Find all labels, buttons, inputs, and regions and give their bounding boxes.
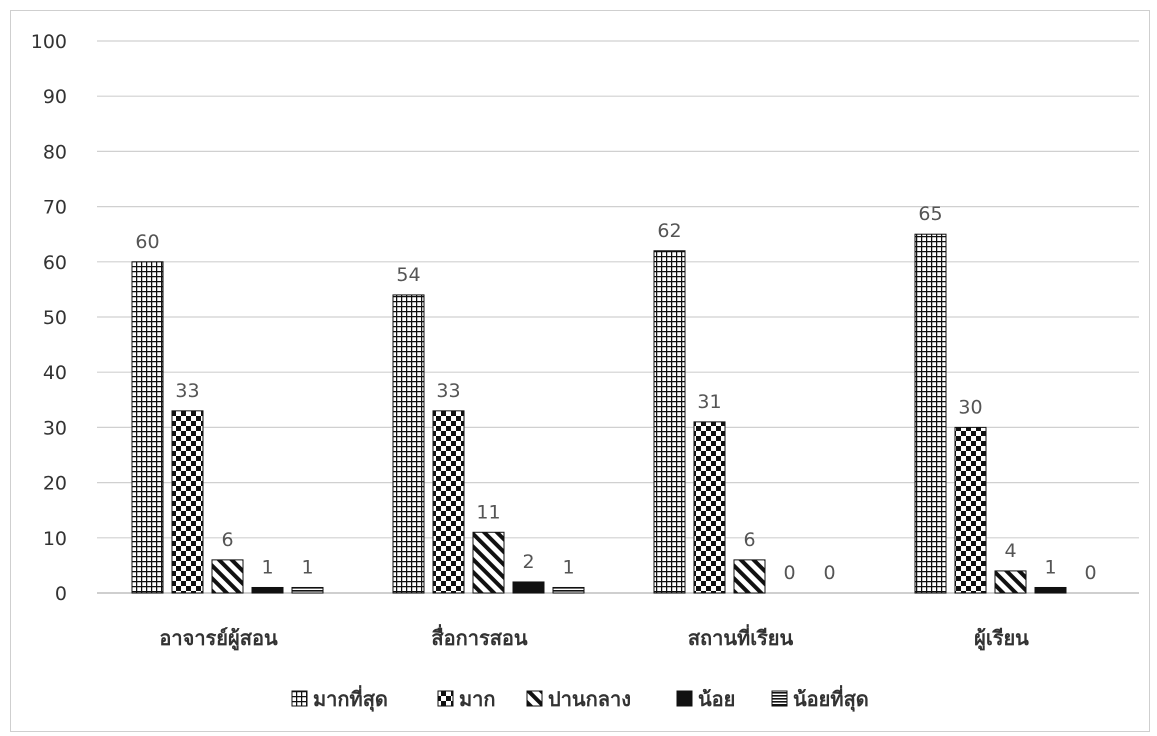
bar-checker-3	[954, 426, 987, 594]
category-label: สื่อการสอน	[431, 623, 528, 650]
y-tick-label: 70	[43, 197, 67, 219]
legend: มากที่สุด มาก ปานกลาง น้อย น้อยที่สุด	[291, 684, 869, 712]
y-tick-label: 100	[31, 31, 67, 53]
y-tick-label: 30	[43, 417, 67, 439]
data-label-2-3: 4	[1004, 540, 1016, 562]
legend-swatch	[771, 690, 788, 707]
bar-checker-1	[432, 410, 465, 594]
data-label-4-0: 1	[301, 556, 313, 578]
bar-diagonal-2	[733, 559, 766, 594]
bar-diagonal-1	[472, 531, 505, 594]
data-label-2-0: 6	[221, 529, 233, 551]
bar-grid-3	[914, 233, 947, 594]
data-label-0-2: 62	[657, 220, 681, 242]
legend-swatch	[437, 690, 454, 707]
legend-item-diagonal: ปานกลาง	[526, 687, 631, 711]
data-label-1-0: 33	[175, 380, 199, 402]
y-tick-label: 80	[43, 141, 67, 163]
data-label-4-2: 0	[823, 562, 835, 584]
data-label-4-3: 0	[1084, 562, 1096, 584]
legend-label: น้อย	[698, 687, 735, 711]
category-label: ผู้เรียน	[974, 626, 1029, 652]
bar-grid-0	[131, 261, 164, 594]
data-label-3-2: 0	[783, 562, 795, 584]
y-tick-label: 90	[43, 86, 67, 108]
legend-swatch	[526, 690, 543, 707]
data-label-3-3: 1	[1044, 556, 1056, 578]
data-label-2-2: 6	[743, 529, 755, 551]
data-label-1-3: 30	[958, 396, 982, 418]
legend-label: มาก	[459, 687, 496, 711]
x-axis: อาจารย์ผู้สอน สื่อการสอน สถานที่เรียน ผู้เร…	[159, 623, 1029, 652]
legend-swatch	[676, 690, 693, 707]
data-label-4-1: 1	[562, 556, 574, 578]
data-label-1-2: 31	[697, 391, 721, 413]
data-label-1-1: 33	[436, 380, 460, 402]
legend-item-checker: มาก	[437, 687, 496, 711]
data-label-0-0: 60	[135, 231, 159, 253]
bar-diagonal-3	[994, 570, 1027, 594]
bar-hlines-0	[291, 586, 324, 594]
y-tick-label: 10	[43, 528, 67, 550]
legend-item-solid: น้อย	[676, 687, 735, 711]
data-label-3-1: 2	[522, 551, 534, 573]
category-label: อาจารย์ผู้สอน	[159, 626, 278, 652]
data-label-2-1: 11	[476, 501, 500, 523]
bar-grid-1	[392, 294, 425, 594]
y-tick-label: 20	[43, 473, 67, 495]
y-tick-label: 40	[43, 362, 67, 384]
bar-solid-1	[512, 581, 545, 594]
bar-hlines-1	[552, 586, 585, 594]
bar-solid-0	[251, 586, 284, 594]
legend-label: ปานกลาง	[548, 687, 631, 711]
data-label-0-3: 65	[918, 203, 942, 225]
legend-swatch	[291, 690, 308, 707]
y-tick-label: 0	[55, 583, 67, 605]
legend-item-hlines: น้อยที่สุด	[771, 684, 869, 712]
legend-label: มากที่สุด	[313, 684, 388, 712]
bar-checker-2	[693, 421, 726, 594]
y-tick-label: 50	[43, 307, 67, 329]
category-label: สถานที่เรียน	[688, 623, 794, 650]
legend-label: น้อยที่สุด	[793, 684, 869, 712]
chart-frame: 0 10 20 30 40 50 60 70 80 90 100 60 33 6 1 1 54 33 11 2 1 62…	[10, 10, 1150, 732]
bar-grid-2	[653, 250, 686, 594]
bar-diagonal-0	[211, 559, 244, 594]
bars	[131, 233, 1067, 594]
data-label-3-0: 1	[261, 556, 273, 578]
bar-checker-0	[171, 410, 204, 594]
data-label-0-1: 54	[396, 264, 420, 286]
legend-item-grid: มากที่สุด	[291, 684, 388, 712]
y-axis: 0 10 20 30 40 50 60 70 80 90 100	[31, 31, 67, 605]
bar-solid-3	[1034, 586, 1067, 594]
y-tick-label: 60	[43, 252, 67, 274]
